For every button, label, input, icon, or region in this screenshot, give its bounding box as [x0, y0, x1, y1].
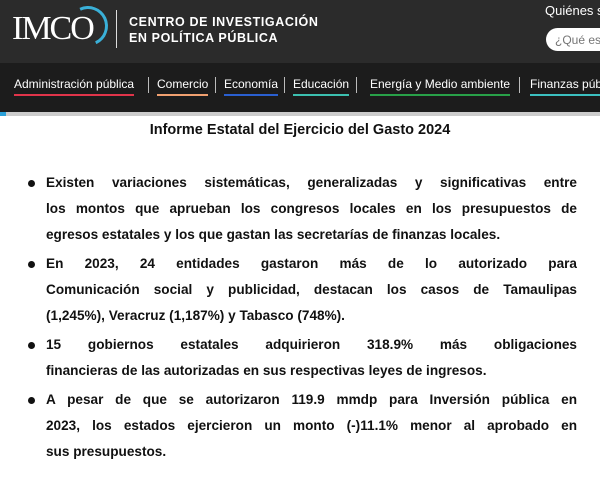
nav-separator: [356, 77, 357, 93]
nav-separator: [284, 77, 285, 93]
text-line: En 2023, 24 entidades gastaron más de lo…: [46, 256, 577, 271]
nav-separator: [148, 77, 149, 93]
site-header: IMCO CENTRO DE INVESTIGACIÓN EN POLÍTICA…: [0, 0, 600, 63]
list-item: Existen variaciones sistemáticas, genera…: [28, 170, 577, 248]
text-line: Existen variaciones sistemáticas, genera…: [46, 175, 577, 190]
nav-underline: [530, 94, 600, 96]
org-line-2: EN POLÍTICA PÚBLICA: [129, 31, 279, 45]
bullet-icon: [28, 397, 35, 404]
header-bottom-border: [0, 112, 600, 116]
text-line: 15 gobiernos estatales adquirieron 318.9…: [46, 337, 577, 352]
imco-logo[interactable]: IMCO: [12, 10, 95, 47]
nav-economia[interactable]: Economía: [224, 77, 279, 96]
main-nav: Administración pública Comercio Economía…: [0, 63, 600, 112]
text-line: egresos estatales y los que gastan las s…: [46, 227, 501, 242]
nav-label: Comercio: [157, 77, 209, 91]
nav-separator: [519, 77, 520, 93]
org-line-1: CENTRO DE INVESTIGACIÓN: [129, 15, 319, 29]
accent-mark: [0, 112, 6, 116]
text-line: sus presupuestos.: [46, 444, 167, 459]
nav-separator: [215, 77, 216, 93]
list-item: En 2023, 24 entidades gastaron más de lo…: [28, 251, 577, 329]
bullet-icon: [28, 342, 35, 349]
nav-label: Economía: [224, 77, 279, 91]
nav-finanzas-publicas[interactable]: Finanzas públ: [530, 77, 600, 96]
org-name: CENTRO DE INVESTIGACIÓN EN POLÍTICA PÚBL…: [129, 14, 319, 46]
divider: [116, 10, 117, 48]
page-title: Informe Estatal del Ejercicio del Gasto …: [149, 122, 451, 138]
nav-underline: [370, 94, 511, 96]
list-item: 15 gobiernos estatales adquirieron 318.9…: [28, 332, 577, 384]
nav-label: Finanzas públ: [530, 77, 600, 91]
nav-energia-medio-ambiente[interactable]: Energía y Medio ambiente: [370, 77, 511, 96]
list-item: A pesar de que se autorizaron 119.9 mmdp…: [28, 387, 577, 465]
text-line: los montos que aprueban los congresos lo…: [46, 201, 577, 216]
bullet-icon: [28, 261, 35, 268]
findings-list: Existen variaciones sistemáticas, genera…: [28, 170, 577, 468]
nav-label: Educación: [293, 77, 350, 91]
who-we-are-link[interactable]: Quiénes s: [545, 3, 600, 18]
search-input[interactable]: [546, 28, 600, 51]
nav-administracion-publica[interactable]: Administración pública: [14, 77, 135, 96]
text-line: A pesar de que se autorizaron 119.9 mmdp…: [46, 392, 577, 407]
nav-underline: [157, 94, 209, 96]
text-line: Comunicación social y publicidad, destac…: [46, 282, 577, 297]
bullet-icon: [28, 180, 35, 187]
nav-educacion[interactable]: Educación: [293, 77, 350, 96]
text-line: (1,245%), Veracruz (1,187%) y Tabasco (7…: [46, 308, 345, 323]
nav-underline: [293, 94, 350, 96]
text-line: 2023, los estados ejercieron un monto (-…: [46, 418, 577, 433]
nav-label: Energía y Medio ambiente: [370, 77, 511, 91]
nav-underline: [224, 94, 279, 96]
text-line: financieras de las autorizadas en sus re…: [46, 363, 487, 378]
nav-comercio[interactable]: Comercio: [157, 77, 209, 96]
nav-label: Administración pública: [14, 77, 135, 91]
nav-underline: [14, 94, 135, 96]
